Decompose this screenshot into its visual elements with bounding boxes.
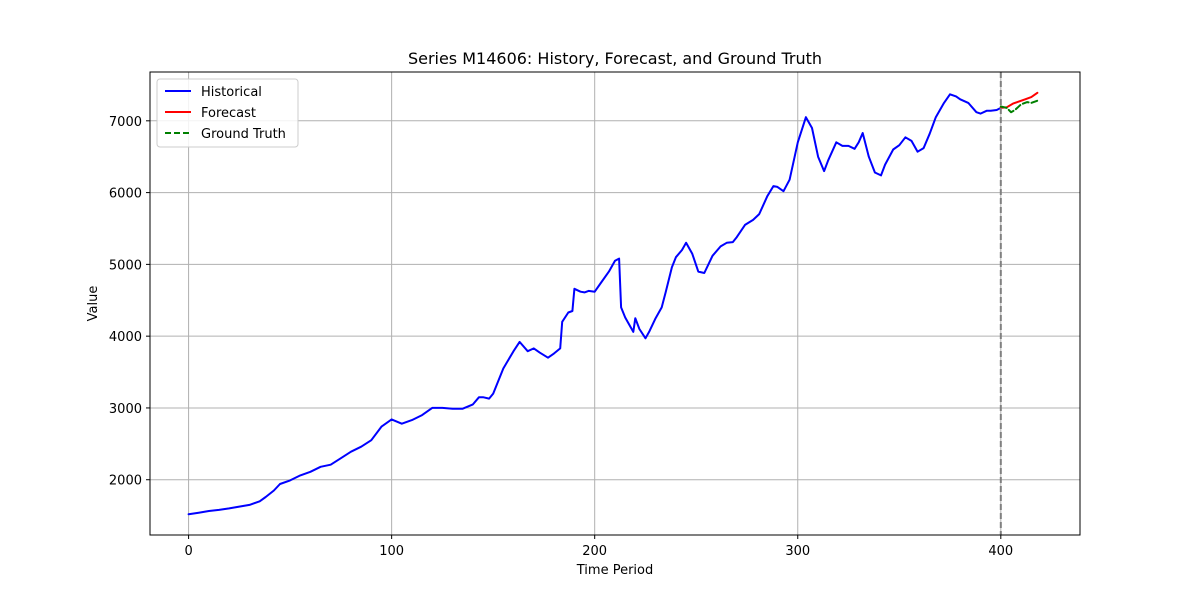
legend-box — [156, 78, 299, 148]
x-tick-label: 100 — [379, 544, 404, 559]
plot-frame — [149, 71, 1081, 536]
y-tick-label: 4000 — [109, 330, 142, 345]
chart-title: Series M14606: History, Forecast, and Gr… — [408, 49, 822, 68]
ticks: 0 100 200 300 400 2000 3000 4000 5000 6000 7000 — [109, 115, 1013, 559]
legend-label: Historical — [201, 85, 262, 100]
x-tick-label: 200 — [582, 544, 607, 559]
y-tick-label: 6000 — [109, 187, 142, 202]
legend: Historical Forecast Ground Truth — [156, 78, 299, 148]
y-tick-label: 2000 — [109, 474, 142, 489]
y-tick-label: 7000 — [109, 115, 142, 130]
series-line-ground-truth — [999, 99, 1039, 114]
legend-label: Ground Truth — [201, 127, 286, 142]
y-axis-title: Value — [86, 286, 101, 322]
series-line-historical — [187, 93, 1002, 516]
y-tick-label: 3000 — [109, 402, 142, 417]
x-tick-label: 400 — [988, 544, 1013, 559]
x-tick-label: 300 — [785, 544, 810, 559]
grid — [150, 72, 1080, 535]
x-axis-title: Time Period — [576, 563, 653, 578]
plot-lines — [187, 72, 1039, 535]
legend-label: Forecast — [201, 106, 256, 121]
x-tick-label: 0 — [184, 544, 192, 559]
y-tick-label: 5000 — [109, 258, 142, 273]
